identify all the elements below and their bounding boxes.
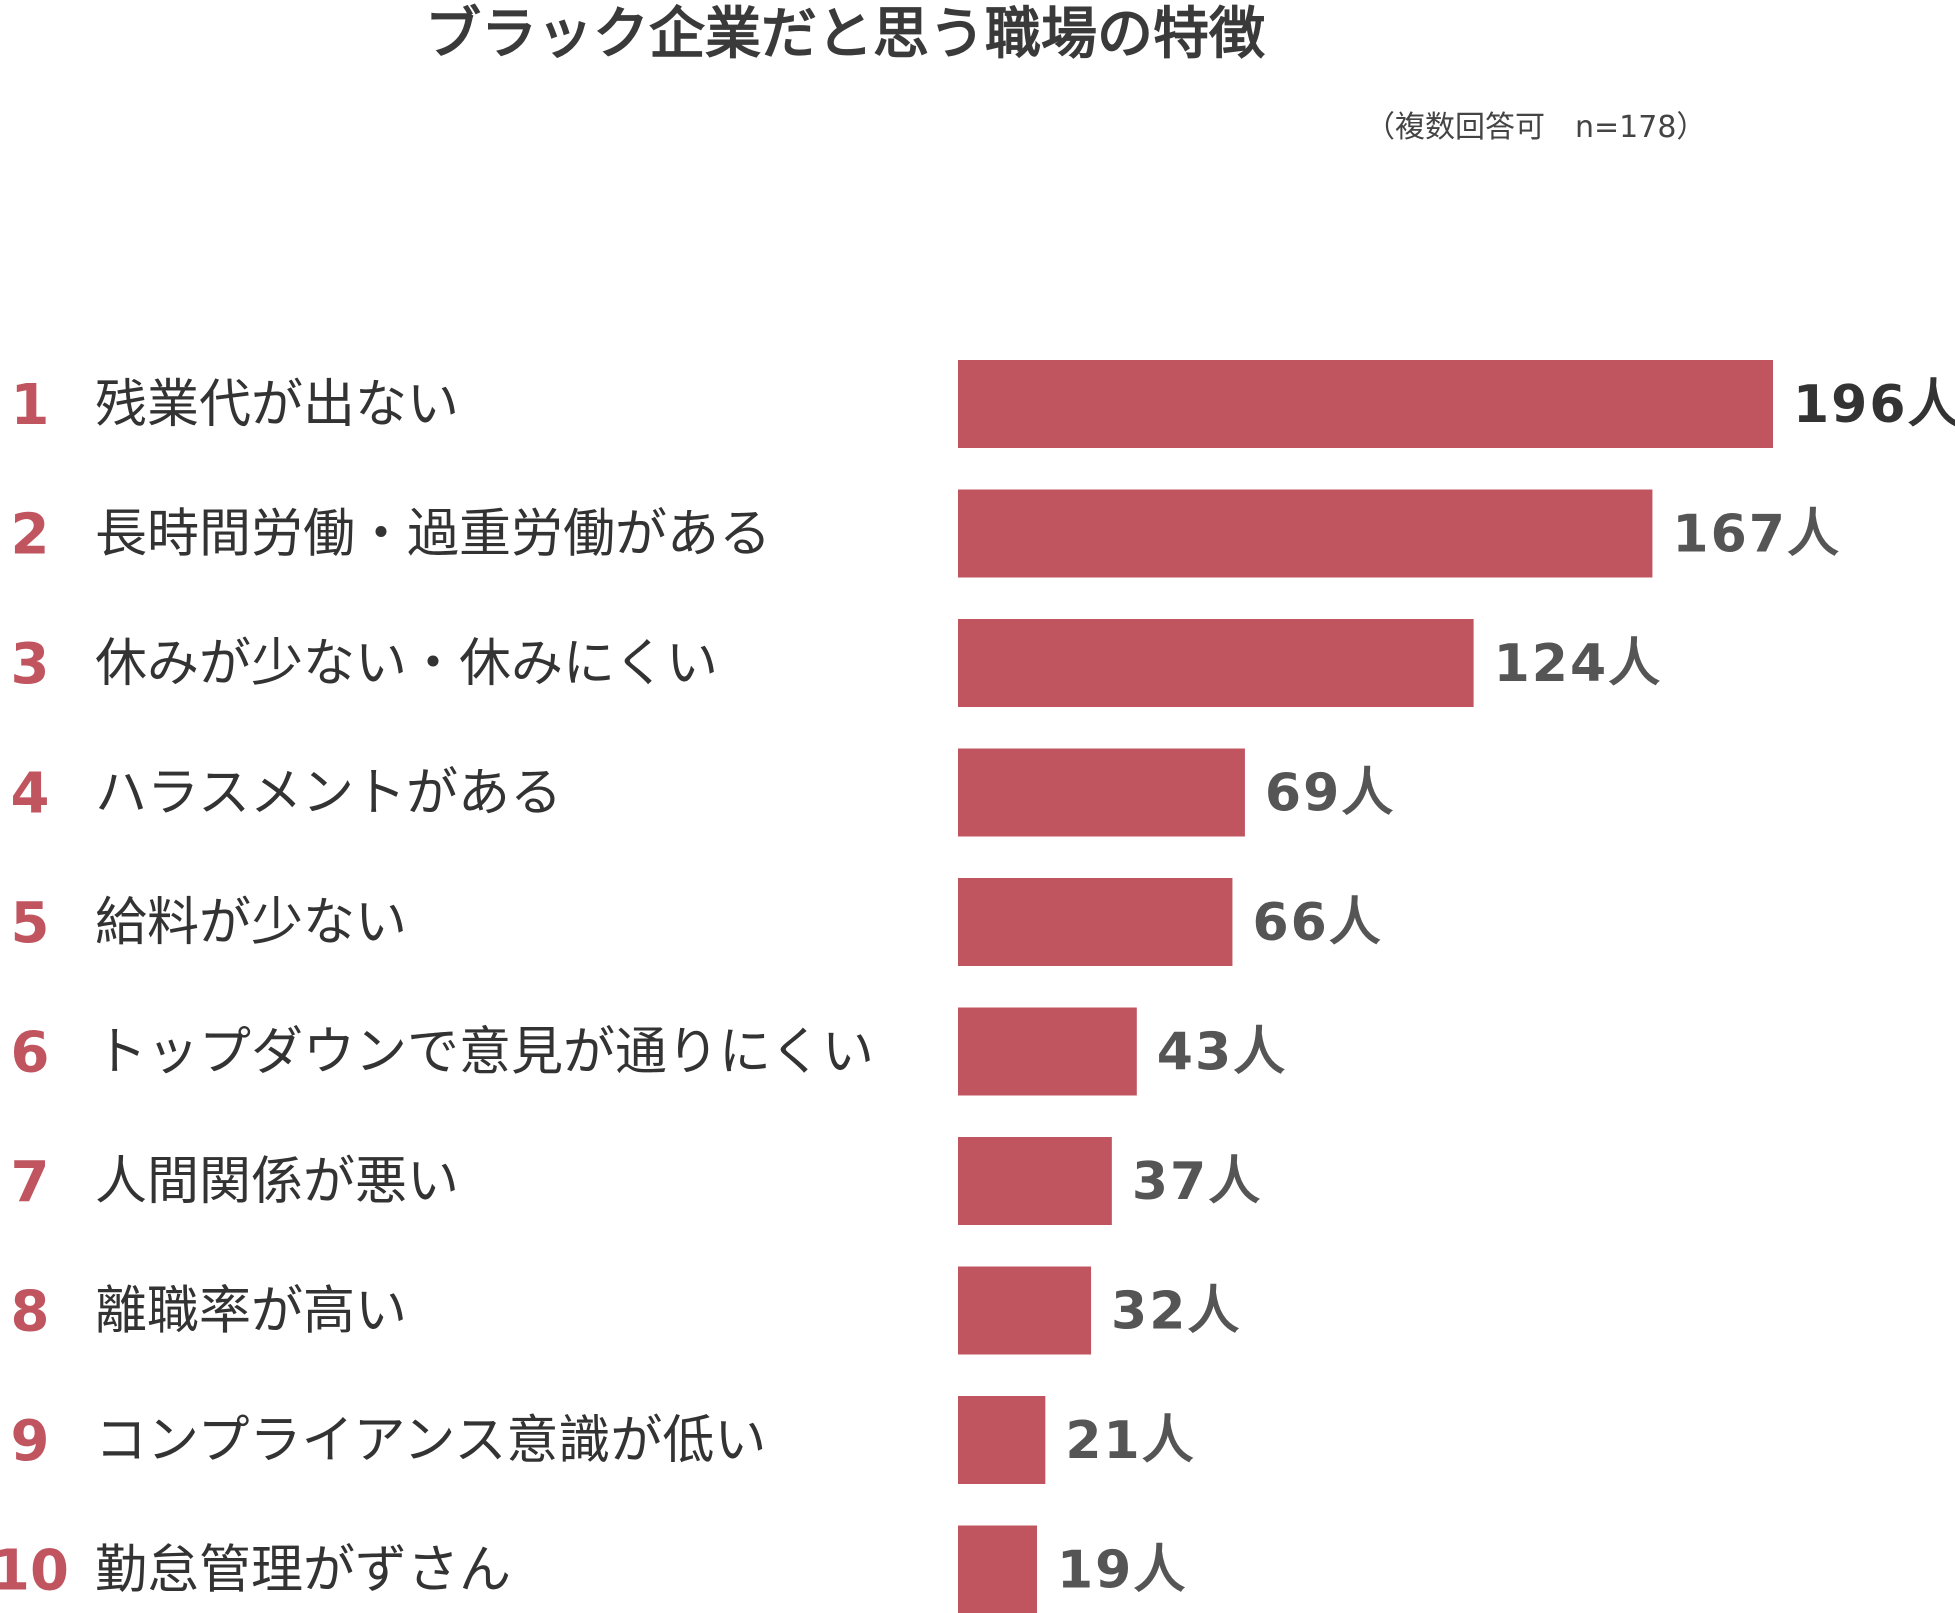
value-label-2: 167人 [1672, 505, 1841, 565]
category-label-7: 人間関係が悪い [95, 1152, 459, 1212]
value-label-6: 43人 [1157, 1023, 1287, 1083]
rank-1: 1 [11, 373, 50, 438]
value-label-4: 69人 [1265, 764, 1395, 824]
rank-2: 2 [11, 503, 50, 568]
bar-3 [958, 619, 1474, 707]
value-label-3: 124人 [1494, 634, 1663, 694]
rank-9: 9 [11, 1409, 50, 1474]
bar-4 [958, 748, 1245, 837]
rank-4: 4 [11, 762, 50, 827]
category-label-4: ハラスメントがある [95, 764, 562, 824]
category-label-9: コンプライアンス意識が低い [95, 1411, 766, 1471]
rank-7: 7 [11, 1150, 50, 1215]
value-label-1: 196人 [1793, 375, 1955, 435]
category-label-3: 休みが少ない・休みにくい [95, 634, 718, 694]
bar-6 [958, 1007, 1137, 1096]
rank-8: 8 [11, 1280, 50, 1345]
category-label-8: 離職率が高い [95, 1282, 407, 1342]
value-label-7: 37人 [1132, 1152, 1262, 1212]
category-label-2: 長時間労働・過重労働がある [95, 505, 771, 565]
bar-2 [958, 489, 1653, 578]
bar-8 [958, 1266, 1092, 1355]
bar-9 [958, 1396, 1046, 1484]
category-label-6: トップダウンで意見が通りにくい [95, 1023, 874, 1083]
rank-10: 10 [0, 1539, 69, 1604]
category-label-1: 残業代が出ない [95, 375, 459, 435]
rank-3: 3 [11, 632, 50, 697]
value-label-10: 19人 [1057, 1541, 1187, 1601]
value-label-8: 32人 [1111, 1282, 1241, 1342]
category-label-10: 勤怠管理がずさん [95, 1541, 511, 1601]
rank-6: 6 [11, 1021, 50, 1086]
bar-1 [958, 360, 1773, 448]
chart-subtitle: （複数回答可 n=178） [1365, 110, 1707, 145]
bar-10 [958, 1525, 1038, 1613]
value-label-5: 66人 [1252, 893, 1382, 953]
rank-5: 5 [11, 891, 50, 956]
bar-5 [958, 878, 1233, 966]
category-label-5: 給料が少ない [95, 893, 407, 953]
bar-7 [958, 1137, 1112, 1225]
chart-title: ブラック企業だと思う職場の特徴 [425, 2, 1265, 67]
value-label-9: 21人 [1065, 1411, 1195, 1471]
